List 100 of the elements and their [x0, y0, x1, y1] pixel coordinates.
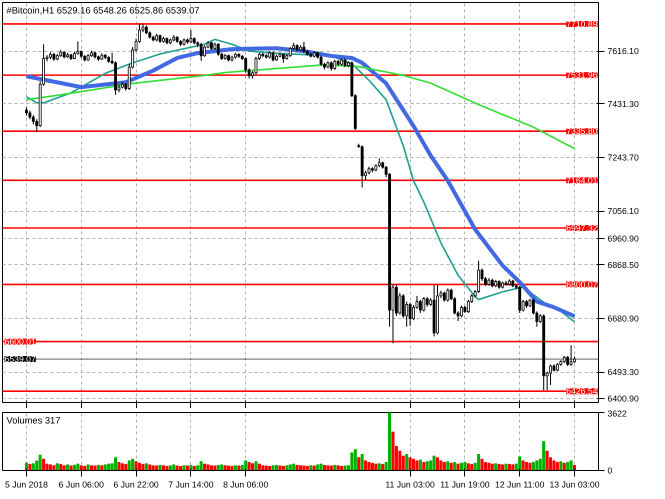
bar [138, 462, 142, 470]
candlestick [76, 40, 80, 56]
candlestick [549, 364, 552, 386]
ref-line-label: 7710.89 [566, 18, 598, 29]
ref-line-label: 6539.07 [4, 354, 36, 364]
candlestick [330, 60, 333, 72]
y-tick-label: 6680.90 [608, 313, 639, 324]
bar [90, 465, 94, 470]
bar [234, 465, 237, 470]
bar [210, 465, 213, 470]
bar [86, 464, 90, 470]
y-tick-label: 6960.90 [608, 233, 639, 244]
bar [309, 465, 312, 470]
bar [28, 464, 32, 470]
x-tick-label: 6 Jun 22:00 [113, 480, 159, 490]
candlestick [189, 29, 192, 44]
bar [302, 466, 306, 470]
bar [432, 456, 436, 470]
bar [320, 464, 323, 470]
bar [511, 464, 514, 470]
y-tick-label: 6493.30 [608, 367, 639, 378]
bar [566, 462, 570, 470]
bar [264, 466, 268, 470]
x-tick-label: 13 Jun 03:00 [549, 480, 600, 490]
x-tick-label: 11 Jun 19:00 [440, 480, 490, 490]
bar [124, 464, 128, 470]
bar [48, 464, 52, 470]
bar [306, 466, 309, 470]
bar [176, 466, 179, 470]
bar [186, 466, 189, 470]
bar [388, 412, 392, 470]
bar [196, 465, 200, 470]
bar [203, 464, 206, 470]
bar [100, 465, 104, 470]
y-tick-label: 7431.30 [608, 98, 639, 109]
bar [546, 450, 549, 470]
candlestick [203, 44, 206, 58]
chart-title: #Bitcoin,H1 6529.16 6548.26 6525.86 6539.07 [6, 6, 200, 16]
candlestick [320, 55, 322, 66]
bar [104, 464, 107, 470]
bar [182, 465, 186, 470]
bar [490, 464, 494, 470]
bar [470, 464, 474, 470]
bar [134, 461, 138, 470]
bar [155, 466, 158, 470]
y-tick-label: 7616.10 [608, 46, 639, 56]
bar [316, 464, 320, 470]
bar [333, 464, 336, 470]
bar [508, 464, 511, 470]
bar [357, 457, 360, 470]
bar [162, 465, 166, 470]
bar [165, 466, 168, 470]
bar [56, 463, 59, 470]
candlestick [288, 46, 292, 58]
bar [288, 464, 292, 470]
candlestick [426, 296, 429, 308]
bar [66, 464, 70, 470]
bar [439, 460, 442, 470]
bar [498, 464, 501, 470]
bar [248, 462, 251, 470]
bar [96, 464, 100, 470]
bar [192, 466, 196, 470]
bar [200, 461, 203, 470]
candlestick [408, 302, 412, 326]
bar [522, 460, 525, 470]
bar [258, 464, 261, 470]
bar [32, 463, 35, 470]
bar [370, 462, 374, 470]
ref-line-label: 6600.01 [4, 336, 36, 347]
bar [354, 449, 357, 470]
bar [405, 454, 408, 470]
bar [220, 464, 224, 470]
bar [494, 463, 498, 470]
bar [484, 462, 487, 470]
bar [374, 464, 378, 470]
bar [52, 465, 56, 470]
bar [559, 461, 562, 470]
bar [268, 466, 272, 470]
bar [93, 466, 97, 470]
bar [562, 462, 566, 470]
bar [296, 464, 299, 470]
bar [501, 464, 504, 470]
x-tick-label: 7 Jun 14:00 [168, 480, 214, 490]
y-tick-label: 6868.50 [608, 260, 639, 270]
y-tick-label: 0 [608, 466, 612, 476]
bar [528, 462, 532, 470]
ref-line-label: 7164.01 [566, 175, 598, 186]
bar [367, 462, 371, 470]
bar [76, 464, 80, 470]
y-tick-label: 7056.10 [608, 206, 639, 216]
bar [227, 466, 230, 470]
bar [487, 462, 490, 470]
bar [532, 462, 535, 470]
bar [213, 466, 216, 470]
chart-title: Volumes 317 [6, 416, 60, 426]
bar [230, 466, 234, 470]
bar [72, 464, 76, 470]
bar [456, 464, 460, 470]
bar [224, 465, 227, 470]
bar [446, 461, 450, 470]
